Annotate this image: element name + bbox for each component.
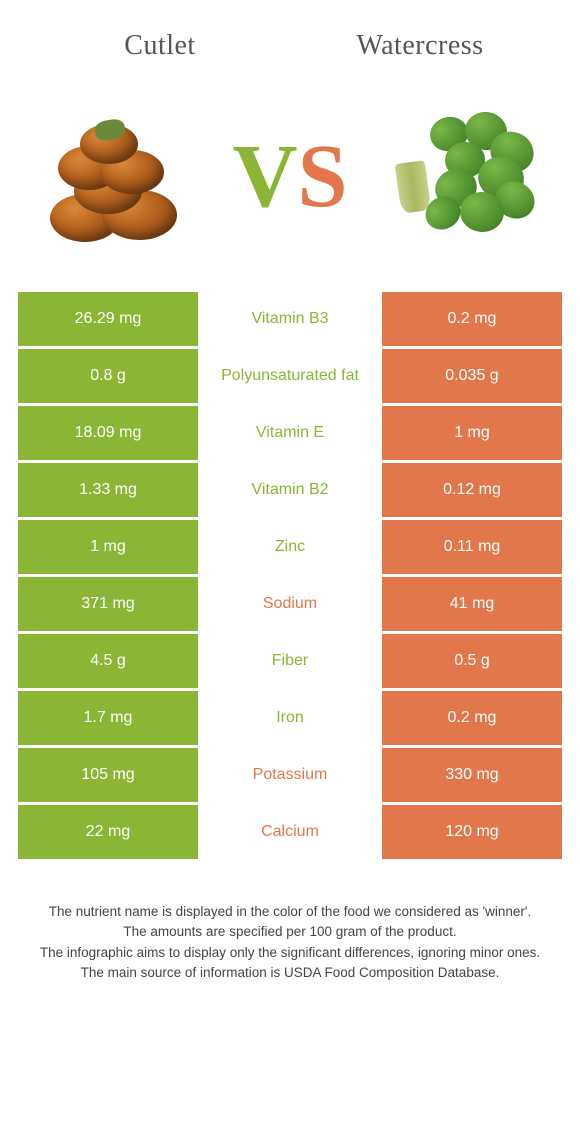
nutrient-label-cell: Vitamin B2 [198, 463, 382, 517]
vs-v: V [232, 132, 297, 222]
nutrient-label-cell: Sodium [198, 577, 382, 631]
nutrient-row: 105 mgPotassium330 mg [18, 748, 562, 802]
footer-line-2: The amounts are specified per 100 gram o… [30, 922, 550, 942]
right-value-cell: 0.11 mg [382, 520, 562, 574]
nutrient-label-cell: Vitamin B3 [198, 292, 382, 346]
right-value-cell: 120 mg [382, 805, 562, 859]
nutrient-row: 1.33 mgVitamin B20.12 mg [18, 463, 562, 517]
right-value-cell: 0.035 g [382, 349, 562, 403]
right-value-cell: 0.2 mg [382, 691, 562, 745]
vs-label: VS [232, 132, 347, 222]
right-value-cell: 330 mg [382, 748, 562, 802]
cutlet-illustration [40, 112, 190, 242]
left-food-image [40, 102, 190, 252]
left-value-cell: 18.09 mg [18, 406, 198, 460]
right-value-cell: 0.5 g [382, 634, 562, 688]
nutrient-label-cell: Fiber [198, 634, 382, 688]
left-value-cell: 22 mg [18, 805, 198, 859]
left-value-cell: 371 mg [18, 577, 198, 631]
right-value-cell: 0.12 mg [382, 463, 562, 517]
nutrient-label-cell: Calcium [198, 805, 382, 859]
nutrient-row: 371 mgSodium41 mg [18, 577, 562, 631]
footer-line-1: The nutrient name is displayed in the co… [30, 902, 550, 922]
right-food-image [390, 102, 540, 252]
right-value-cell: 41 mg [382, 577, 562, 631]
left-value-cell: 4.5 g [18, 634, 198, 688]
footer-line-4: The main source of information is USDA F… [30, 963, 550, 983]
nutrient-row: 18.09 mgVitamin E1 mg [18, 406, 562, 460]
vs-s: S [297, 132, 347, 222]
left-food-title: Cutlet [30, 30, 290, 62]
nutrient-label-cell: Iron [198, 691, 382, 745]
nutrient-row: 4.5 gFiber0.5 g [18, 634, 562, 688]
nutrient-row: 22 mgCalcium120 mg [18, 805, 562, 859]
left-value-cell: 0.8 g [18, 349, 198, 403]
header-left: Cutlet [30, 30, 290, 62]
left-value-cell: 26.29 mg [18, 292, 198, 346]
right-value-cell: 0.2 mg [382, 292, 562, 346]
footer-notes: The nutrient name is displayed in the co… [0, 862, 580, 1003]
hero-section: VS [0, 72, 580, 292]
right-food-title: Watercress [290, 30, 550, 62]
left-value-cell: 1.7 mg [18, 691, 198, 745]
footer-line-3: The infographic aims to display only the… [30, 943, 550, 963]
left-value-cell: 105 mg [18, 748, 198, 802]
left-value-cell: 1 mg [18, 520, 198, 574]
nutrient-row: 0.8 gPolyunsaturated fat0.035 g [18, 349, 562, 403]
nutrient-label-cell: Polyunsaturated fat [198, 349, 382, 403]
header-row: Cutlet Watercress [0, 0, 580, 72]
watercress-illustration [390, 107, 540, 247]
header-right: Watercress [290, 30, 550, 62]
nutrient-row: 1 mgZinc0.11 mg [18, 520, 562, 574]
nutrient-table: 26.29 mgVitamin B30.2 mg0.8 gPolyunsatur… [0, 292, 580, 859]
nutrient-label-cell: Zinc [198, 520, 382, 574]
nutrient-row: 1.7 mgIron0.2 mg [18, 691, 562, 745]
left-value-cell: 1.33 mg [18, 463, 198, 517]
nutrient-row: 26.29 mgVitamin B30.2 mg [18, 292, 562, 346]
nutrient-label-cell: Potassium [198, 748, 382, 802]
right-value-cell: 1 mg [382, 406, 562, 460]
nutrient-label-cell: Vitamin E [198, 406, 382, 460]
